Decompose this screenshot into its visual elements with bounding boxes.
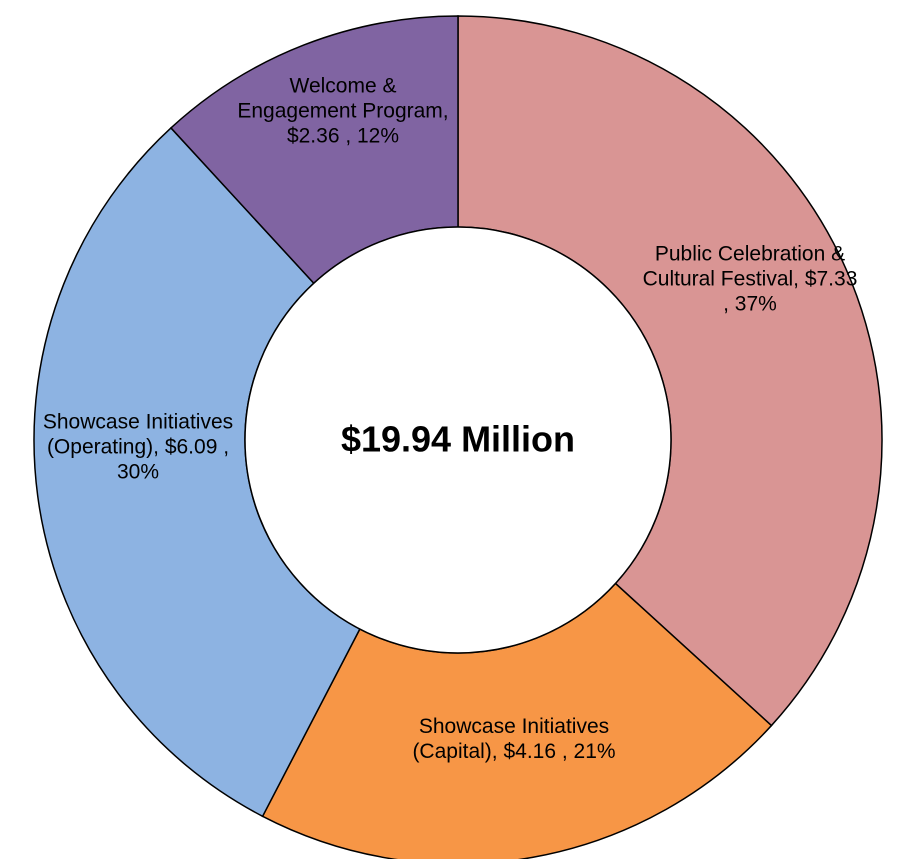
- donut-slices: [33, 15, 883, 859]
- donut-hole: [244, 226, 672, 654]
- slice-label-3-line-2: (Operating), $6.09 ,: [47, 436, 229, 459]
- slice-label-3-line-3: 30%: [117, 461, 159, 484]
- slice-label-1-line-1: Public Celebration &: [655, 243, 845, 266]
- slice-label-1: Public Celebration & Cultural Festival, $…: [643, 243, 858, 316]
- slice-label-3: Showcase Initiatives (Operating), $6.09 ,…: [43, 411, 233, 484]
- slice-label-1-line-3: , 37%: [723, 293, 777, 316]
- slice-label-4-line-2: Engagement Program,: [237, 100, 448, 123]
- slice-labels: Public Celebration & Cultural Festival, $…: [43, 75, 858, 764]
- slice-label-4-line-1: Welcome &: [290, 75, 397, 98]
- center-total-label: $19.94 Million: [341, 419, 575, 460]
- slice-label-2-line-2: (Capital), $4.16 , 21%: [412, 740, 615, 763]
- slice-label-2: Showcase Initiatives (Capital), $4.16 , 2…: [412, 715, 615, 763]
- slice-label-4-line-3: $2.36 , 12%: [287, 125, 399, 148]
- slice-label-3-line-1: Showcase Initiatives: [43, 411, 233, 434]
- slice-label-4: Welcome & Engagement Program, $2.36 , 12%: [237, 75, 448, 148]
- slice-label-2-line-1: Showcase Initiatives: [419, 715, 609, 738]
- slice-label-1-line-2: Cultural Festival, $7.33: [643, 268, 858, 291]
